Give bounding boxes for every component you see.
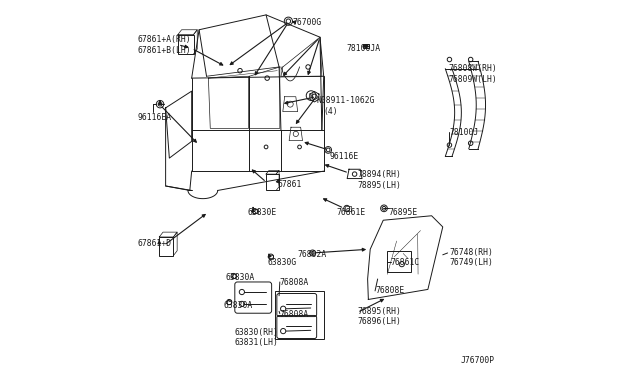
Text: 67861: 67861 [277,180,301,189]
Text: 76802A: 76802A [298,250,327,259]
Text: 67861+B(LH): 67861+B(LH) [138,46,191,55]
Text: 96116E: 96116E [330,152,358,161]
Text: 76895E: 76895E [389,208,418,217]
Text: 76809W(LH): 76809W(LH) [449,76,497,84]
Text: 76808A: 76808A [280,310,309,319]
Text: 78100JA: 78100JA [346,44,380,53]
Text: 96116EA: 96116EA [138,113,172,122]
Bar [269,255,273,259]
Text: 76895(RH): 76895(RH) [357,307,401,316]
Text: 78894(RH): 78894(RH) [357,170,401,179]
Text: 63830G: 63830G [268,258,297,267]
Text: 63830E: 63830E [248,208,276,217]
Text: 63830(RH): 63830(RH) [234,328,278,337]
Text: 76861C: 76861C [390,258,420,267]
Bar [232,274,236,278]
Text: 67861+A(RH): 67861+A(RH) [138,35,191,44]
Text: 76748(RH): 76748(RH) [449,248,493,257]
Text: 76896(LH): 76896(LH) [357,317,401,326]
Text: (4): (4) [324,107,339,116]
Bar [363,44,369,48]
Text: J76700P: J76700P [461,356,495,365]
Text: 78100J: 78100J [449,128,479,137]
Bar [345,206,351,211]
Text: 63830A: 63830A [225,273,254,282]
Text: 67861+D: 67861+D [138,239,172,248]
Text: N08911-1062G: N08911-1062G [316,96,375,105]
Text: 76808W(RH): 76808W(RH) [449,64,497,73]
Bar [275,291,324,339]
Text: 76861E: 76861E [336,208,365,217]
Text: 63831(LH): 63831(LH) [234,339,278,347]
Text: N: N [308,93,314,98]
Bar [178,35,193,54]
Bar [227,300,231,304]
Bar [253,209,257,213]
Text: 63830A: 63830A [223,301,253,310]
Text: 76749(LH): 76749(LH) [449,258,493,267]
Text: 78895(LH): 78895(LH) [357,181,401,190]
Bar [266,174,279,190]
Text: 76808E: 76808E [376,286,405,295]
Bar [159,237,173,256]
Bar [387,251,411,272]
Text: 76808A: 76808A [280,278,309,287]
Text: 76700G: 76700G [292,18,321,27]
